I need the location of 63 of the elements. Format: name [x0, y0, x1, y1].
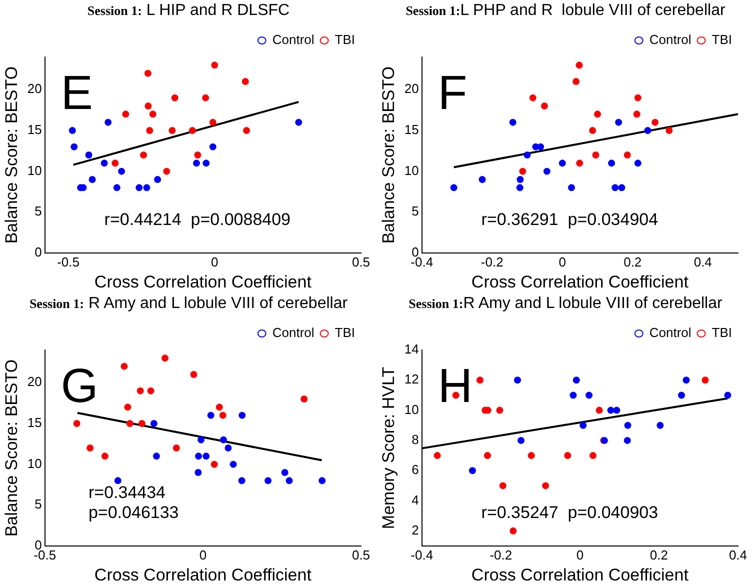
y-axis-title: Memory Score: HVLT — [378, 366, 398, 530]
annotation: G — [60, 360, 98, 413]
annotation: p=0.046133 — [88, 503, 179, 522]
x-tick-label: 0.5 — [352, 254, 370, 270]
x-axis-title: Cross Correlation Coefficient — [94, 272, 312, 292]
legend-label: Control — [649, 325, 692, 340]
y-tick-label: 14 — [404, 342, 419, 357]
y-tick-label: 15 — [404, 122, 419, 138]
y-tick-label: 20 — [27, 81, 42, 96]
x-tick-label: 0.4 — [728, 547, 748, 562]
y-tick-label: 4 — [412, 492, 419, 508]
x-tick-label: -0.2 — [490, 547, 512, 562]
y-tick-label: 10 — [27, 162, 42, 178]
x-tick-label: 0.4 — [694, 254, 712, 270]
x-tick-label: 0.5 — [352, 547, 370, 562]
chart-title: Session 1:L PHP and R lobule VIII of cerebellar — [406, 2, 726, 19]
legend-label: TBI — [334, 32, 356, 48]
y-tick-label: 20 — [27, 374, 42, 390]
y-tick-label: 5 — [34, 204, 42, 219]
chart-title: Session 1: R Amy and L lobule VIII of cerebellar — [29, 295, 348, 312]
legend-label: TBI — [712, 325, 732, 340]
chart-title: Session 1:R Amy and L lobule VIII of cerebellar — [408, 295, 722, 312]
legend-label: Control — [272, 325, 314, 340]
y-tick-label: 5 — [412, 204, 419, 219]
y-tick-label: 2 — [412, 522, 419, 538]
annotation: r=0.44214 p=0.0088409 — [104, 210, 291, 229]
x-tick-label: 0.2 — [650, 547, 668, 562]
y-tick-label: 0 — [34, 244, 42, 260]
annotation: r=0.36291 p=0.034904 — [481, 210, 658, 229]
legend-label: TBI — [712, 32, 732, 48]
x-tick-label: 0 — [576, 547, 584, 562]
x-axis-title: Cross Correlation Coefficient — [94, 565, 312, 584]
x-tick-label: -0.4 — [410, 547, 434, 562]
annotation: H — [438, 360, 473, 413]
annotation: r=0.35247 p=0.040903 — [481, 503, 658, 522]
y-axis-title: Balance Score: BESTO — [2, 359, 21, 537]
legend-label: Control — [272, 32, 314, 48]
annotation: F — [438, 67, 468, 120]
legend-label: Control — [649, 32, 692, 48]
legend-label: TBI — [334, 325, 356, 340]
y-tick-label: 10 — [404, 402, 419, 417]
y-tick-label: 5 — [34, 496, 42, 512]
y-tick-label: 10 — [27, 456, 42, 471]
y-axis-title: Balance Score: BESTO — [378, 66, 398, 244]
y-tick-label: 20 — [404, 81, 419, 96]
y-axis-title: Balance Score: BESTO — [2, 66, 21, 244]
annotation: r=0.34434 — [88, 483, 166, 502]
y-tick-label: 10 — [404, 162, 419, 178]
y-tick-label: 6 — [412, 462, 419, 478]
x-tick-label: 0 — [558, 254, 566, 270]
chart-title: Session 1: L HIP and R DLSFC — [87, 2, 290, 19]
y-tick-label: 8 — [412, 432, 419, 448]
x-tick-label: 0 — [199, 547, 207, 562]
y-tick-label: 15 — [27, 415, 42, 430]
x-tick-label: 0 — [211, 254, 218, 270]
x-tick-label: -0.5 — [57, 254, 80, 270]
y-tick-label: 12 — [404, 372, 419, 387]
x-tick-label: -0.2 — [480, 254, 504, 270]
x-axis-title: Cross Correlation Coefficient — [471, 565, 689, 584]
y-tick-label: 15 — [27, 122, 42, 138]
annotation: E — [60, 67, 93, 120]
x-tick-label: 0.2 — [624, 254, 642, 270]
x-axis-title: Cross Correlation Coefficient — [471, 272, 689, 292]
